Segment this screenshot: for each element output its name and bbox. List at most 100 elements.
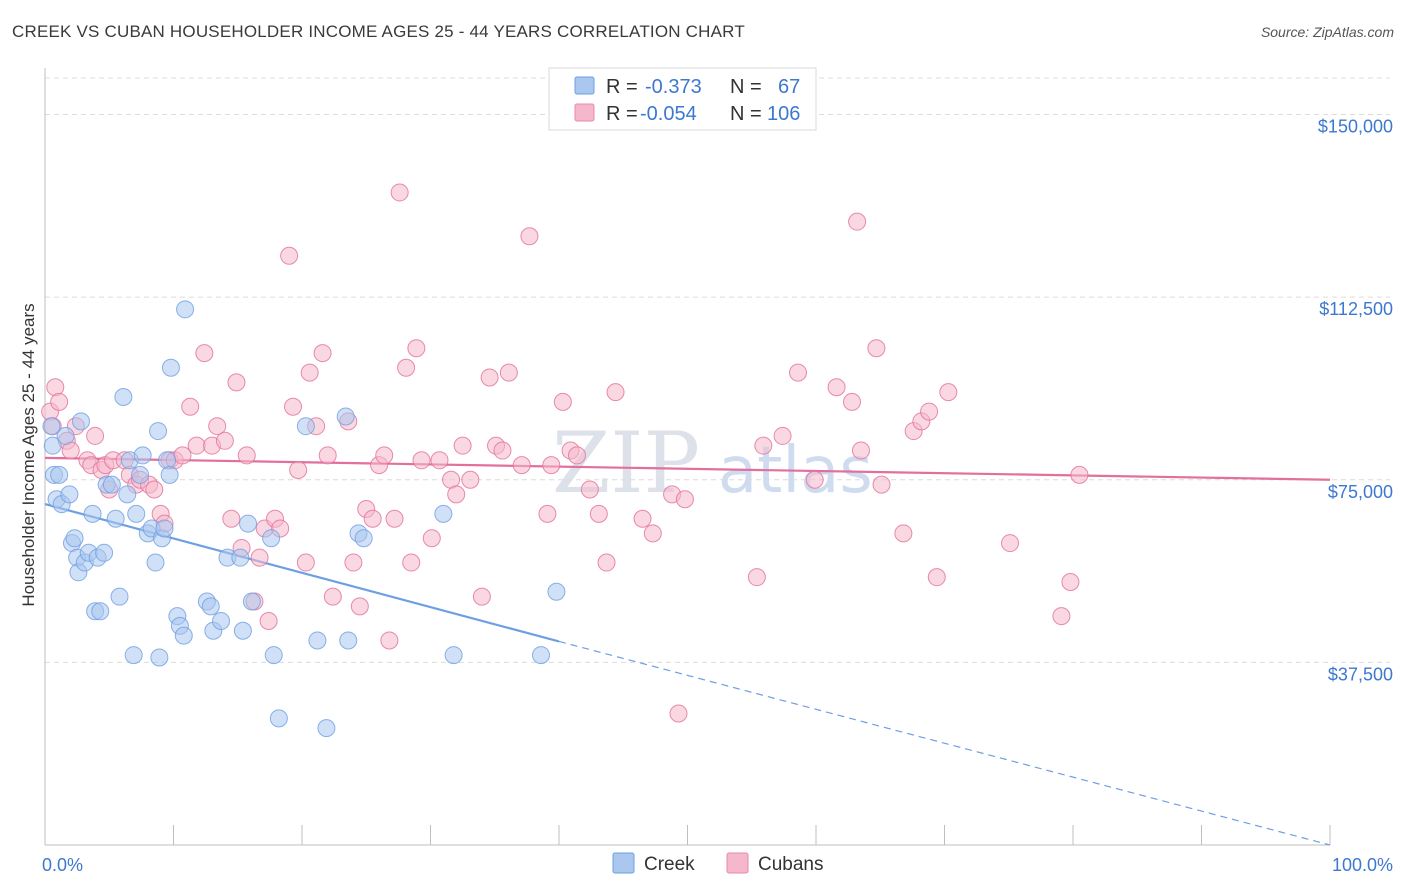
- point-cubans: [412, 451, 431, 470]
- y-axis-label: Householder Income Ages 25 - 44 years: [19, 303, 38, 606]
- point-creek: [95, 543, 114, 562]
- point-cubans: [173, 446, 192, 465]
- point-cubans: [453, 436, 472, 455]
- point-creek: [102, 475, 121, 494]
- trend-line-creek: [44, 503, 560, 643]
- point-cubans: [493, 441, 512, 460]
- point-cubans: [851, 441, 870, 460]
- chart-source: Source: ZipAtlas.com: [1260, 24, 1394, 40]
- point-cubans: [542, 456, 561, 475]
- point-cubans: [827, 378, 846, 397]
- point-cubans: [1052, 607, 1071, 626]
- point-cubans: [385, 509, 404, 528]
- point-cubans: [187, 436, 206, 455]
- data-points: [41, 183, 1089, 738]
- point-cubans: [300, 363, 319, 382]
- point-creek: [43, 436, 62, 455]
- point-cubans: [397, 358, 416, 377]
- point-creek: [532, 646, 551, 665]
- axes: [44, 68, 1331, 846]
- series-legend: Creek Cubans: [612, 852, 824, 875]
- point-creek: [106, 509, 125, 528]
- point-cubans: [284, 397, 303, 416]
- point-cubans: [380, 631, 399, 650]
- trend-extension-creek: [558, 640, 1331, 846]
- grid-lines: [45, 77, 1390, 663]
- series-swatch-creek: [612, 852, 635, 874]
- point-creek: [91, 602, 110, 621]
- point-cubans: [407, 339, 426, 358]
- point-cubans: [402, 553, 421, 572]
- point-cubans: [589, 504, 608, 523]
- point-creek: [317, 719, 336, 738]
- point-creek: [161, 358, 180, 377]
- point-creek: [547, 582, 566, 601]
- point-cubans: [422, 529, 441, 548]
- point-creek: [434, 504, 453, 523]
- point-creek: [118, 485, 137, 504]
- point-cubans: [512, 456, 531, 475]
- point-cubans: [580, 480, 599, 499]
- point-cubans: [939, 383, 958, 402]
- point-creek: [150, 648, 169, 667]
- point-creek: [133, 446, 152, 465]
- point-creek: [212, 611, 231, 630]
- point-cubans: [208, 417, 227, 436]
- point-cubans: [927, 568, 946, 587]
- point-creek: [174, 626, 193, 645]
- point-creek: [296, 417, 315, 436]
- y-tick-label: $37,500: [1328, 664, 1393, 684]
- point-cubans: [633, 509, 652, 528]
- legend-swatch-creek: [574, 76, 595, 95]
- point-cubans: [430, 451, 449, 470]
- point-cubans: [747, 568, 766, 587]
- point-creek: [65, 529, 84, 548]
- point-cubans: [754, 436, 773, 455]
- point-cubans: [344, 553, 363, 572]
- legend-r-label-creek: R =: [606, 76, 638, 98]
- point-creek: [155, 519, 174, 538]
- point-cubans: [280, 246, 299, 265]
- point-cubans: [669, 704, 688, 723]
- point-creek: [114, 387, 133, 406]
- point-creek: [444, 646, 463, 665]
- correlation-legend: R = -0.373 N = 67 R = -0.054 N = 106: [548, 67, 817, 131]
- point-creek: [239, 514, 258, 533]
- legend-r-value-cubans: -0.054: [640, 103, 697, 125]
- point-creek: [71, 412, 90, 431]
- point-creek: [158, 451, 177, 470]
- point-cubans: [350, 597, 369, 616]
- point-cubans: [842, 392, 861, 411]
- point-cubans: [250, 548, 269, 567]
- point-creek: [242, 592, 261, 611]
- point-creek: [42, 417, 61, 436]
- point-cubans: [50, 392, 69, 411]
- legend-n-value-cubans: 106: [767, 103, 800, 125]
- series-label-cubans: Cubans: [758, 854, 824, 875]
- point-cubans: [289, 461, 308, 480]
- point-cubans: [375, 446, 394, 465]
- y-tick-label: $112,500: [1319, 299, 1393, 319]
- point-cubans: [296, 553, 315, 572]
- point-cubans: [259, 611, 278, 630]
- point-creek: [50, 465, 69, 484]
- point-cubans: [461, 470, 480, 489]
- point-cubans: [553, 392, 572, 411]
- point-cubans: [848, 212, 867, 231]
- point-creek: [127, 504, 146, 523]
- legend-swatch-cubans: [574, 103, 595, 122]
- point-cubans: [318, 446, 337, 465]
- point-cubans: [675, 490, 694, 509]
- point-cubans: [237, 446, 256, 465]
- point-cubans: [867, 339, 886, 358]
- point-creek: [354, 529, 373, 548]
- chart-title: CREEK VS CUBAN HOUSEHOLDER INCOME AGES 2…: [12, 22, 745, 41]
- point-cubans: [363, 509, 382, 528]
- point-creek: [110, 587, 129, 606]
- point-creek: [264, 646, 283, 665]
- legend-n-label-creek: N =: [730, 76, 762, 98]
- point-cubans: [86, 426, 105, 445]
- point-creek: [176, 300, 195, 319]
- point-creek: [124, 646, 143, 665]
